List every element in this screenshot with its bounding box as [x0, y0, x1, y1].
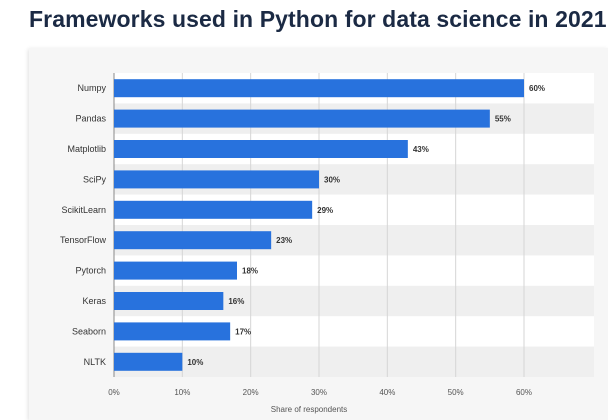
value-label: 23%	[276, 236, 292, 245]
x-tick-label: 50%	[448, 388, 464, 397]
value-label: 18%	[242, 267, 258, 276]
value-label: 10%	[187, 358, 203, 367]
row-stripe	[114, 346, 594, 377]
x-tick-label: 60%	[516, 388, 532, 397]
category-label: Seaborn	[72, 326, 106, 336]
category-label: SciPy	[83, 174, 107, 184]
bar	[114, 109, 490, 128]
page-title: Frameworks used in Python for data scien…	[29, 6, 607, 32]
bar-chart: Numpy 60% Pandas 55% Matplotlib 43% SciPy 30% Sc…	[60, 73, 594, 414]
value-label: 17%	[235, 327, 251, 336]
value-label: 55%	[495, 115, 511, 124]
category-label: NLTK	[84, 357, 106, 367]
bar	[114, 231, 272, 250]
x-axis-title: Share of respondents	[271, 405, 348, 414]
category-label: Matplotlib	[67, 144, 106, 154]
bar	[114, 140, 408, 158]
value-label: 60%	[529, 84, 545, 93]
category-label: Numpy	[77, 83, 106, 93]
value-label: 30%	[324, 175, 340, 184]
category-label: TensorFlow	[60, 235, 107, 245]
category-label: Pytorch	[75, 266, 106, 276]
x-tick-label: 40%	[379, 388, 395, 397]
category-label: ScikitLearn	[61, 205, 106, 215]
category-label: Keras	[82, 296, 106, 306]
x-tick-label: 30%	[311, 388, 327, 397]
value-label: 29%	[317, 206, 333, 215]
bar	[114, 352, 183, 371]
bar	[114, 79, 524, 98]
bar	[114, 261, 237, 280]
bar	[114, 292, 224, 310]
category-label: Pandas	[75, 114, 106, 124]
x-tick-label: 10%	[174, 388, 190, 397]
value-label: 16%	[228, 297, 244, 306]
x-tick-label: 0%	[108, 388, 120, 397]
bar	[114, 170, 319, 189]
value-label: 43%	[413, 145, 429, 154]
bar	[114, 322, 231, 341]
x-tick-label: 20%	[243, 388, 259, 397]
bar	[114, 200, 313, 219]
chart-card: Numpy 60% Pandas 55% Matplotlib 43% SciPy 30% Sc…	[29, 48, 608, 420]
